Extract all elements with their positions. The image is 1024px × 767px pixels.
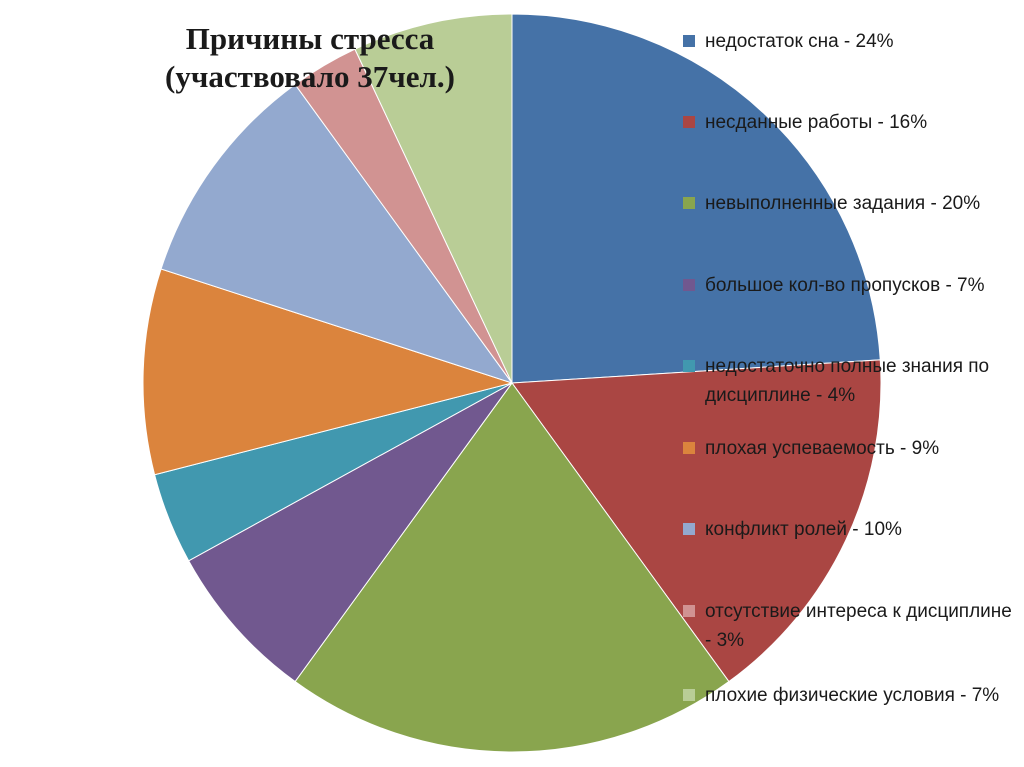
pie-slice [142,268,514,476]
legend: недостаток сна - 24% несданные работы - … [683,0,1023,767]
legend-item: плохие физические условия - 7% [683,681,1018,710]
legend-item: большое кол-во пропусков - 7% [683,271,1018,300]
legend-swatch [683,689,695,701]
legend-item: отсутствие интереса к дисциплине - 3% [683,597,1018,655]
legend-item: несданные работы - 16% [683,108,1018,137]
legend-swatch [683,605,695,617]
legend-label: плохая успеваемость - 9% [705,438,940,459]
legend-item: недостаточно полные знания по дисциплине… [683,352,1018,410]
pie-slice [187,382,513,683]
legend-label: большое кол-во пропусков - 7% [705,275,985,296]
legend-label: невыполненные задания - 20% [705,193,981,214]
chart-title-line-2: (участвовало 37чел.) [165,59,455,94]
pie-slice [354,13,513,384]
legend-swatch [683,442,695,454]
legend-item: невыполненные задания - 20% [683,189,1018,218]
legend-swatch [683,197,695,209]
legend-label: конфликт ролей - 10% [705,519,902,540]
legend-label: плохие физические условия - 7% [705,685,1000,706]
legend-item: плохая успеваемость - 9% [683,434,1018,463]
legend-label: недостаток сна - 24% [705,31,894,52]
legend-swatch [683,116,695,128]
legend-label: отсутствие интереса к дисциплине - 3% [705,601,1012,651]
legend-label: несданные работы - 16% [705,112,928,133]
chart-title-line-1: Причины стресса [185,21,435,56]
pie-slice [511,359,882,683]
legend-item: конфликт ролей - 10% [683,515,1018,544]
pie-slice [160,83,514,384]
chart-title: Причины стресса (участвовало 37чел.) [150,20,470,96]
legend-item: недостаток сна - 24% [683,27,1018,56]
legend-label: недостаточно полные знания по дисциплине… [705,356,990,406]
pie-slice [294,382,730,753]
pie-slice [511,13,881,384]
legend-swatch [683,360,695,372]
legend-swatch [683,35,695,47]
legend-swatch [683,279,695,291]
legend-swatch [683,523,695,535]
